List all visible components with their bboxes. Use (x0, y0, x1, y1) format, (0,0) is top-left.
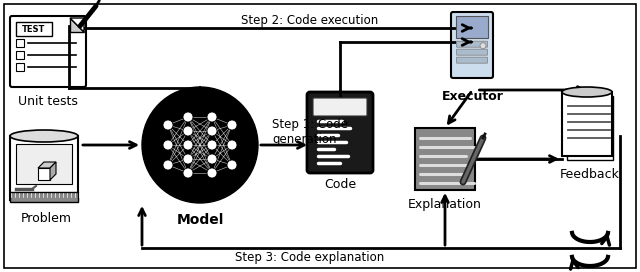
Text: TEST: TEST (22, 26, 45, 35)
Text: Model: Model (176, 213, 224, 227)
Circle shape (207, 154, 217, 164)
Circle shape (207, 140, 217, 150)
FancyBboxPatch shape (16, 63, 24, 71)
Text: Step 3: Code explanation: Step 3: Code explanation (236, 251, 385, 264)
Text: Step 1: Code
generation: Step 1: Code generation (272, 118, 348, 146)
Circle shape (207, 126, 217, 136)
FancyBboxPatch shape (10, 136, 78, 200)
Circle shape (207, 112, 217, 122)
FancyBboxPatch shape (456, 16, 488, 38)
Polygon shape (70, 18, 84, 32)
Text: Explanation: Explanation (408, 198, 482, 211)
Circle shape (142, 87, 258, 203)
Circle shape (227, 120, 237, 130)
Bar (10, 192, 78, 202)
FancyBboxPatch shape (562, 92, 612, 156)
Text: Executor: Executor (442, 90, 504, 103)
FancyBboxPatch shape (451, 12, 493, 78)
Circle shape (183, 168, 193, 178)
Circle shape (163, 140, 173, 150)
Ellipse shape (10, 130, 78, 142)
FancyBboxPatch shape (16, 22, 52, 36)
Ellipse shape (562, 87, 612, 97)
Circle shape (227, 140, 237, 150)
Circle shape (183, 154, 193, 164)
Polygon shape (70, 18, 84, 32)
FancyBboxPatch shape (307, 92, 373, 173)
Polygon shape (38, 168, 50, 180)
FancyBboxPatch shape (456, 49, 488, 55)
Text: Code: Code (324, 178, 356, 191)
FancyBboxPatch shape (313, 98, 367, 116)
FancyBboxPatch shape (456, 41, 488, 47)
Circle shape (480, 43, 486, 49)
Circle shape (183, 112, 193, 122)
FancyBboxPatch shape (415, 128, 475, 190)
FancyBboxPatch shape (16, 39, 24, 47)
Polygon shape (50, 162, 56, 180)
FancyBboxPatch shape (10, 16, 86, 87)
Circle shape (227, 160, 237, 170)
FancyBboxPatch shape (456, 57, 488, 63)
Text: Problem: Problem (20, 212, 72, 225)
Text: Step 2: Code execution: Step 2: Code execution (241, 14, 379, 27)
Circle shape (183, 126, 193, 136)
FancyBboxPatch shape (16, 51, 24, 59)
Polygon shape (38, 162, 56, 168)
Circle shape (163, 120, 173, 130)
Circle shape (163, 160, 173, 170)
FancyBboxPatch shape (16, 144, 72, 184)
Text: Unit tests: Unit tests (18, 95, 78, 108)
Circle shape (183, 140, 193, 150)
Text: Feedback: Feedback (560, 168, 620, 181)
FancyBboxPatch shape (567, 96, 613, 160)
Circle shape (207, 168, 217, 178)
